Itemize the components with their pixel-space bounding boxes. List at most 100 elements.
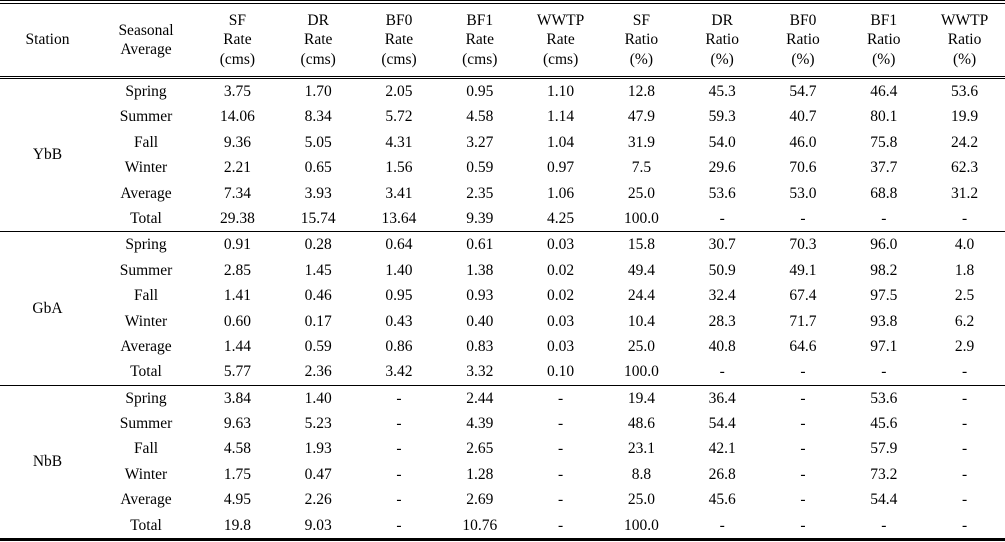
value-cell-dr-rate: 0.17: [304, 312, 332, 330]
value-cell-wwtp-ratio: 31.2: [951, 184, 979, 202]
value-cell-wwtp-rate: -: [558, 389, 564, 407]
value-cell-bf1-rate: 2.44: [466, 389, 494, 407]
value-cell-wwtp-rate: 0.03: [547, 337, 575, 355]
station-label-gba: GbA: [32, 299, 63, 317]
value-cell-dr-rate: 5.23: [304, 415, 332, 433]
season-label: Spring: [125, 236, 167, 254]
value-cell-sf-rate: 4.58: [223, 440, 251, 458]
value-cell-dr-ratio: -: [719, 363, 725, 381]
value-cell-dr-rate: 0.28: [304, 236, 332, 254]
column-header-line: BF1: [466, 11, 494, 29]
table-row: Fall 4.58 1.93 - 2.65 - 23.1 42.1 - 57.9 -: [0, 436, 1005, 461]
table-row: Winter 1.75 0.47 - 1.28 - 8.8 26.8 - 73.2 -: [0, 462, 1005, 487]
value-cell-wwtp-ratio: 62.3: [951, 159, 979, 177]
table-body: YbB Spring 3.75 1.70 2.05 0.95 1.10 12.8 45.3 54.…: [0, 78, 1005, 540]
value-cell-bf1-rate: 10.76: [462, 516, 498, 534]
value-cell-sf-ratio: 24.4: [627, 287, 655, 305]
value-cell-bf0-rate: 0.43: [385, 312, 413, 330]
column-header-sf-ratio: SF Ratio (%): [601, 2, 682, 78]
value-cell-bf0-rate: 0.95: [385, 287, 413, 305]
value-cell-sf-ratio: 15.8: [627, 236, 655, 254]
value-cell-wwtp-ratio: 4.0: [954, 236, 975, 254]
table-row: Fall 1.41 0.46 0.95 0.93 0.02 24.4 32.4 67.4 97.5…: [0, 283, 1005, 308]
value-cell-wwtp-rate: 0.02: [547, 261, 575, 279]
season-label: Summer: [119, 108, 173, 126]
value-cell-dr-ratio: 53.6: [708, 184, 736, 202]
value-cell-sf-ratio: 25.0: [627, 337, 655, 355]
value-cell-dr-rate: 3.93: [304, 184, 332, 202]
station-label-ybb: YbB: [32, 146, 63, 164]
value-cell-sf-ratio: 100.0: [623, 516, 659, 534]
value-cell-dr-ratio: 45.6: [708, 491, 736, 509]
value-cell-dr-rate: 0.47: [304, 465, 332, 483]
value-cell-bf1-ratio: 54.4: [870, 491, 898, 509]
value-cell-bf0-ratio: -: [800, 389, 806, 407]
table-row: GbA Spring 0.91 0.28 0.64 0.61 0.03 15.8 30.7 70.…: [0, 231, 1005, 317]
value-cell-bf0-ratio: 64.6: [789, 337, 817, 355]
column-header-line: Rate: [465, 31, 494, 49]
value-cell-sf-ratio: 100.0: [623, 209, 659, 227]
column-header-seasonal-average: Seasonal Average: [95, 2, 197, 78]
value-cell-bf0-rate: 1.56: [385, 159, 413, 177]
season-label: Fall: [133, 287, 159, 305]
season-label: Total: [130, 209, 162, 227]
value-cell-dr-ratio: 50.9: [708, 261, 736, 279]
value-cell-wwtp-rate: -: [558, 491, 564, 509]
value-cell-sf-ratio: 12.8: [627, 83, 655, 100]
value-cell-sf-ratio: 49.4: [627, 261, 655, 279]
value-cell-sf-rate: 5.77: [223, 363, 251, 381]
value-cell-wwtp-rate: 1.06: [547, 184, 575, 202]
value-cell-bf1-rate: 4.58: [466, 108, 494, 126]
value-cell-bf1-ratio: 68.8: [870, 184, 898, 202]
column-header-wwtp-rate: WWTP Rate (cms): [520, 2, 601, 78]
value-cell-dr-rate: 8.34: [304, 108, 332, 126]
value-cell-dr-ratio: 36.4: [708, 389, 736, 407]
value-cell-bf1-ratio: 96.0: [870, 236, 898, 254]
value-cell-bf0-ratio: -: [800, 415, 806, 433]
value-cell-bf0-rate: -: [396, 415, 402, 433]
value-cell-wwtp-rate: 1.14: [547, 108, 575, 126]
season-label: Fall: [133, 440, 159, 458]
value-cell-wwtp-ratio: 1.8: [954, 261, 975, 279]
value-cell-wwtp-ratio: -: [962, 465, 968, 483]
value-cell-bf0-rate: 1.40: [385, 261, 413, 279]
value-cell-sf-ratio: 10.4: [627, 312, 655, 330]
table-row: Total 5.77 2.36 3.42 3.32 0.10 100.0 - - - -: [0, 359, 1005, 385]
value-cell-bf1-rate: 1.38: [466, 261, 494, 279]
value-cell-dr-ratio: 54.4: [708, 415, 736, 433]
value-cell-dr-ratio: 32.4: [708, 287, 736, 305]
value-cell-bf0-rate: -: [396, 389, 402, 407]
value-cell-dr-ratio: 26.8: [708, 465, 736, 483]
value-cell-dr-rate: 2.26: [304, 491, 332, 509]
column-header-line: (cms): [462, 50, 498, 68]
season-label: Summer: [119, 261, 173, 279]
value-cell-bf0-ratio: -: [800, 491, 806, 509]
value-cell-bf1-rate: 3.32: [466, 363, 494, 381]
value-cell-bf1-rate: 2.65: [466, 440, 494, 458]
season-label: Total: [130, 363, 162, 381]
column-header-bf0-rate: BF0 Rate (cms): [359, 2, 440, 78]
value-cell-wwtp-rate: 1.04: [547, 133, 575, 151]
season-label: Fall: [133, 133, 159, 151]
column-header-line: Ratio: [947, 31, 982, 49]
table-row: Winter 0.60 0.17 0.43 0.40 0.03 10.4 28.3 71.7 93…: [0, 309, 1005, 334]
column-header-line: (%): [710, 50, 734, 68]
value-cell-bf0-ratio: 70.6: [789, 159, 817, 177]
value-cell-bf1-ratio: 73.2: [870, 465, 898, 483]
table-row: NbB Spring 3.84 1.40 - 2.44 - 19.4 36.4 - 53.6 -: [0, 385, 1005, 470]
value-cell-sf-rate: 19.8: [223, 516, 251, 534]
column-header-line: (%): [629, 50, 653, 68]
value-cell-bf0-ratio: 71.7: [789, 312, 817, 330]
column-header-line: BF0: [385, 11, 413, 29]
value-cell-wwtp-ratio: -: [962, 209, 968, 227]
value-cell-bf0-ratio: 49.1: [789, 261, 817, 279]
value-cell-dr-ratio: 42.1: [708, 440, 736, 458]
value-cell-sf-rate: 14.06: [219, 108, 255, 126]
column-header-line: Ratio: [624, 31, 659, 49]
value-cell-bf0-rate: 3.41: [385, 184, 413, 202]
table-header: Station Seasonal Average SF Rate (cms) DR Rate(…: [0, 2, 1005, 78]
value-cell-bf1-rate: 0.93: [466, 287, 494, 305]
value-cell-bf0-ratio: 40.7: [789, 108, 817, 126]
value-cell-sf-ratio: 23.1: [627, 440, 655, 458]
column-header-sf-rate: SF Rate (cms): [197, 2, 278, 78]
